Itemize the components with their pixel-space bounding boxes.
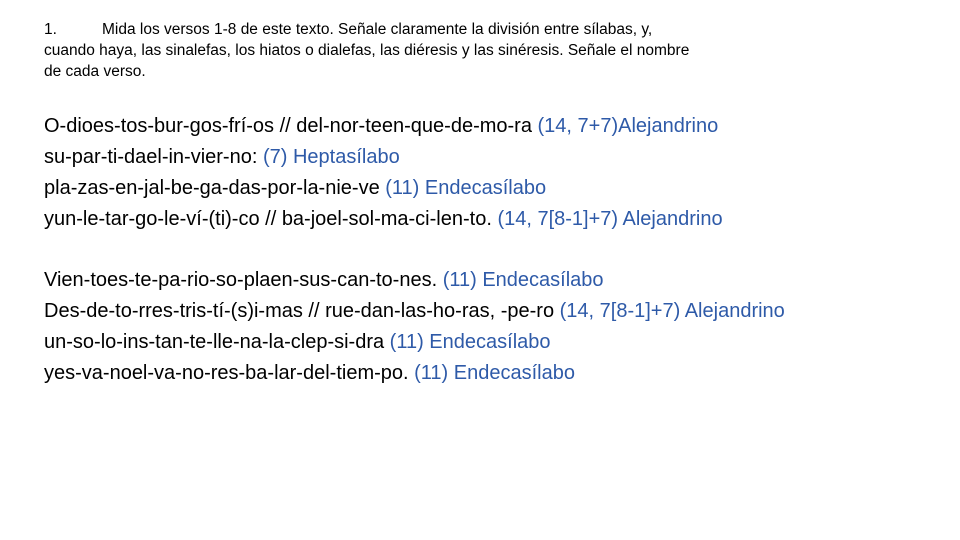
prompt-text-1: Mida los versos 1-8 de este texto. Señal… (102, 21, 652, 38)
verse-line: su-par-ti-dael-in-vier-no: (7) Heptasíla… (44, 142, 916, 173)
verse-line: O-dioes-tos-bur-gos-frí-os // del-nor-te… (44, 111, 916, 142)
verse-line: yun-le-tar-go-le-ví-(ti)-co // ba-joel-s… (44, 204, 916, 235)
verse-meta: (11) Endecasílabo (443, 269, 604, 291)
prompt-text-2: cuando haya, las sinalefas, los hiatos o… (44, 42, 689, 59)
exercise-prompt: 1.Mida los versos 1-8 de este texto. Señ… (44, 20, 916, 83)
verse-meta: (14, 7+7)Alejandrino (538, 115, 719, 137)
verse-line: yes-va-noel-va-no-res-ba-lar-del-tiem-po… (44, 358, 916, 389)
verse-meta: (11) Endecasílabo (390, 331, 551, 353)
syllables: O-dioes-tos-bur-gos-frí-os // del-nor-te… (44, 115, 538, 137)
verse-line: pla-zas-en-jal-be-ga-das-por-la-nie-ve (… (44, 173, 916, 204)
prompt-number: 1. (44, 20, 102, 41)
syllables: pla-zas-en-jal-be-ga-das-por-la-nie-ve (44, 177, 385, 199)
verse-meta: (14, 7[8-1]+7) Alejandrino (497, 208, 722, 230)
prompt-text-3: de cada verso. (44, 63, 146, 80)
verse-line: Vien-toes-te-pa-rio-so-plaen-sus-can-to-… (44, 265, 916, 296)
verse-line: Des-de-to-rres-tris-tí-(s)i-mas // rue-d… (44, 296, 916, 327)
syllables: un-so-lo-ins-tan-te-lle-na-la-clep-si-dr… (44, 331, 390, 353)
verse-block-2: Vien-toes-te-pa-rio-so-plaen-sus-can-to-… (44, 265, 916, 389)
syllables: su-par-ti-dael-in-vier-no: (44, 146, 263, 168)
syllables: Des-de-to-rres-tris-tí-(s)i-mas // rue-d… (44, 300, 560, 322)
verse-meta: (11) Endecasílabo (385, 177, 546, 199)
syllables: yes-va-noel-va-no-res-ba-lar-del-tiem-po… (44, 362, 414, 384)
syllables: yun-le-tar-go-le-ví-(ti)-co // ba-joel-s… (44, 208, 497, 230)
verse-block-1: O-dioes-tos-bur-gos-frí-os // del-nor-te… (44, 111, 916, 235)
verse-meta: (11) Endecasílabo (414, 362, 575, 384)
verse-meta: (14, 7[8-1]+7) Alejandrino (560, 300, 785, 322)
syllables: Vien-toes-te-pa-rio-so-plaen-sus-can-to-… (44, 269, 443, 291)
verse-line: un-so-lo-ins-tan-te-lle-na-la-clep-si-dr… (44, 327, 916, 358)
verse-meta: (7) Heptasílabo (263, 146, 400, 168)
